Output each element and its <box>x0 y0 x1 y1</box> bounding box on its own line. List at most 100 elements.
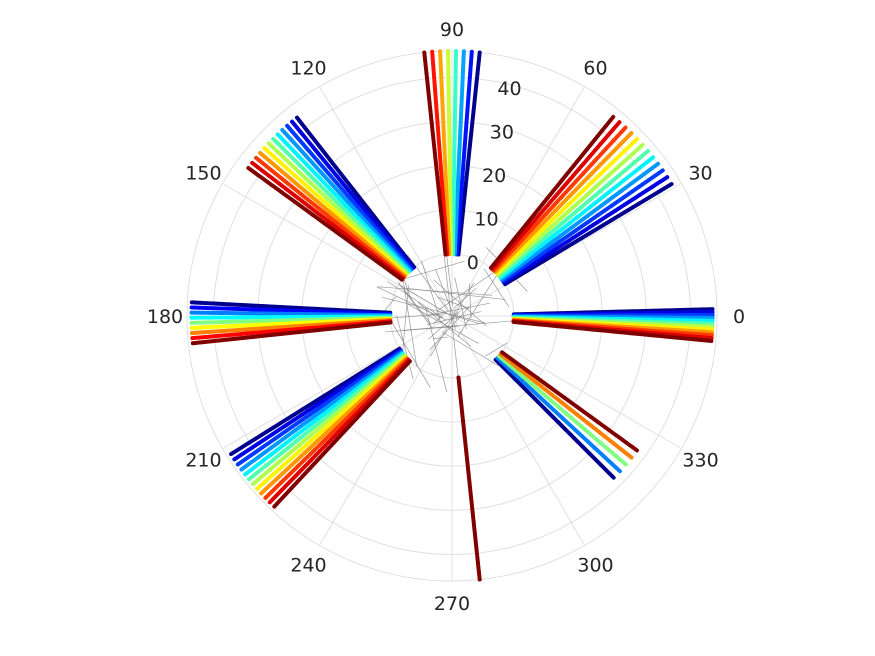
data-ray <box>422 50 448 257</box>
center-connecting-lines <box>376 246 528 395</box>
theta-grid-spoke <box>451 86 585 317</box>
theta-grid-spoke <box>222 315 453 449</box>
data-ray <box>491 125 628 273</box>
center-line <box>421 260 441 320</box>
data-ray <box>243 351 405 477</box>
theta-tick-label: 180 <box>147 306 183 328</box>
theta-tick-label: 150 <box>185 163 221 185</box>
theta-tick-label: 30 <box>688 163 712 185</box>
theta-grid-spoke <box>319 315 453 546</box>
theta-tick-label: 90 <box>440 19 464 41</box>
data-ray <box>250 353 407 487</box>
data-ray <box>259 356 409 496</box>
data-ray <box>263 357 410 500</box>
data-ray <box>499 161 661 282</box>
data-ray <box>272 359 412 509</box>
center-line <box>427 311 481 326</box>
data-ray <box>290 119 415 271</box>
data-ray <box>498 352 635 461</box>
center-line <box>425 307 448 392</box>
center-line <box>407 254 449 311</box>
data-ray <box>430 49 450 257</box>
data-rays <box>189 49 715 582</box>
theta-tick-label: 330 <box>682 450 718 472</box>
theta-tick-label: 0 <box>733 306 745 328</box>
theta-tick-label: 300 <box>577 555 613 577</box>
data-ray <box>497 149 650 279</box>
center-line <box>405 302 479 344</box>
r-tick-label: 30 <box>490 122 514 144</box>
data-ray <box>454 49 474 257</box>
data-ray <box>239 350 405 472</box>
data-ray <box>280 127 413 273</box>
theta-grid-spoke <box>451 315 585 546</box>
data-ray <box>496 142 645 277</box>
theta-tick-label: 240 <box>290 555 326 577</box>
center-line <box>387 314 431 388</box>
data-ray <box>488 114 616 270</box>
data-ray <box>438 49 452 257</box>
data-ray <box>285 123 414 272</box>
data-ray <box>503 182 674 287</box>
data-ray <box>229 346 402 457</box>
data-ray <box>250 160 405 281</box>
theta-tick-label: 210 <box>185 450 221 472</box>
data-ray <box>262 146 408 277</box>
center-line <box>485 342 507 357</box>
center-line <box>396 315 414 380</box>
theta-tick-label: 120 <box>290 57 326 79</box>
data-ray <box>497 354 629 468</box>
center-line <box>378 286 493 296</box>
data-ray <box>246 166 404 282</box>
center-line <box>404 260 465 279</box>
data-ray <box>254 155 406 280</box>
center-line <box>402 275 418 367</box>
center-line <box>428 311 460 340</box>
data-ray <box>500 350 640 453</box>
data-ray <box>493 357 617 481</box>
data-ray <box>495 355 623 474</box>
data-ray <box>493 131 634 274</box>
data-ray <box>266 141 409 276</box>
theta-tick-label: 60 <box>583 57 607 79</box>
center-line <box>446 255 454 306</box>
data-ray <box>450 49 458 257</box>
data-ray <box>446 49 454 257</box>
data-ray <box>246 352 406 482</box>
center-line <box>441 331 499 366</box>
center-line <box>483 268 510 308</box>
data-ray <box>267 358 411 505</box>
center-line <box>442 246 461 395</box>
theta-grid-spoke <box>319 86 453 317</box>
center-line <box>433 279 487 327</box>
center-line <box>453 310 456 316</box>
center-line <box>433 337 448 339</box>
data-ray <box>511 319 714 343</box>
data-ray <box>275 132 412 274</box>
r-tick-label: 20 <box>482 165 506 187</box>
data-ray <box>254 355 408 491</box>
theta-tick-label: 270 <box>434 593 470 615</box>
data-ray <box>271 136 411 275</box>
data-ray <box>490 120 622 272</box>
theta-grid-spoke <box>451 183 682 317</box>
center-line <box>381 296 486 324</box>
center-line <box>436 296 470 309</box>
data-ray <box>456 50 482 257</box>
data-ray <box>190 320 393 346</box>
data-ray <box>452 49 466 257</box>
r-tick-label: 10 <box>474 209 498 231</box>
data-ray <box>232 348 403 462</box>
data-ray <box>494 136 640 276</box>
data-ray <box>258 150 407 278</box>
data-ray <box>501 175 670 285</box>
axis-labels: 0 30 60 90 120 150 180 210 240 270 300 330 0 10 20 30 40 <box>147 19 745 615</box>
center-line <box>452 287 477 309</box>
data-ray <box>456 375 482 582</box>
data-ray <box>500 168 665 283</box>
r-tick-label: 40 <box>497 78 521 100</box>
data-ray <box>295 115 416 270</box>
center-line <box>402 319 520 331</box>
theta-grid-spoke <box>222 183 453 317</box>
